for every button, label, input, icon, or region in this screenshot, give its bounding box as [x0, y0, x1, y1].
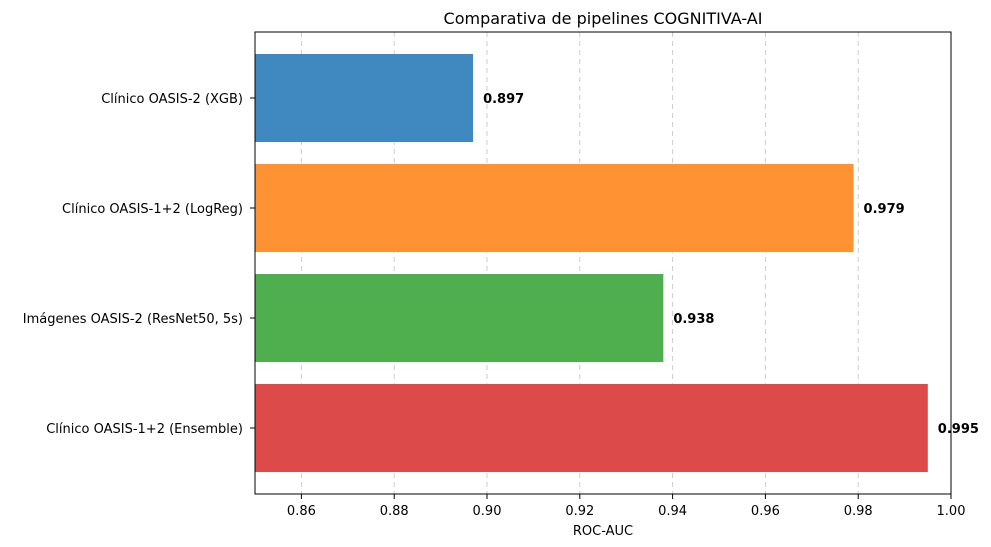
y-category-label: Imágenes OASIS-2 (ResNet50, 5s) [23, 312, 243, 327]
y-category-label: Clínico OASIS-1+2 (Ensemble) [46, 422, 243, 437]
x-tick-label: 0.98 [844, 504, 873, 519]
x-tick-label: 0.90 [473, 504, 502, 519]
x-tick-label: 1.00 [937, 504, 966, 519]
bar-value-label: 0.897 [483, 92, 524, 107]
x-tick-label: 0.96 [751, 504, 780, 519]
x-tick-label: 0.94 [658, 504, 687, 519]
x-tick-label: 0.88 [380, 504, 409, 519]
chart-title: Comparativa de pipelines COGNITIVA-AI [444, 9, 763, 28]
y-category-label: Clínico OASIS-1+2 (LogReg) [62, 202, 243, 217]
y-axis: Clínico OASIS-2 (XGB) Clínico OASIS-1+2 (… [23, 92, 255, 437]
y-category-label: Clínico OASIS-2 (XGB) [101, 92, 243, 107]
bar [255, 274, 664, 362]
bar [255, 164, 854, 252]
bar-value-label: 0.995 [938, 422, 979, 437]
x-axis: 0.86 0.88 0.90 0.92 0.94 0.96 0.98 1.00 [287, 494, 966, 519]
x-tick-label: 0.86 [287, 504, 316, 519]
bar-value-label: 0.938 [673, 312, 714, 327]
bar-value-label: 0.979 [864, 202, 905, 217]
bar [255, 54, 474, 142]
plot-frame [254, 31, 952, 495]
bars: 0.897 0.979 0.938 0.995 [255, 54, 979, 472]
x-axis-label: ROC-AUC [573, 524, 633, 539]
x-tick-label: 0.92 [565, 504, 594, 519]
bar [255, 384, 928, 472]
